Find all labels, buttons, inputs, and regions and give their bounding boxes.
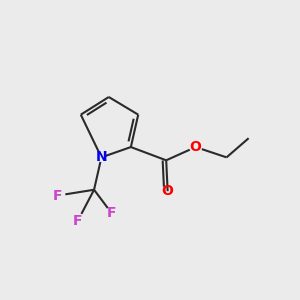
- Text: O: O: [190, 140, 202, 154]
- Text: O: O: [162, 184, 174, 198]
- Text: F: F: [107, 206, 116, 220]
- Text: F: F: [52, 189, 62, 202]
- Text: N: N: [96, 150, 107, 164]
- Text: F: F: [73, 214, 83, 228]
